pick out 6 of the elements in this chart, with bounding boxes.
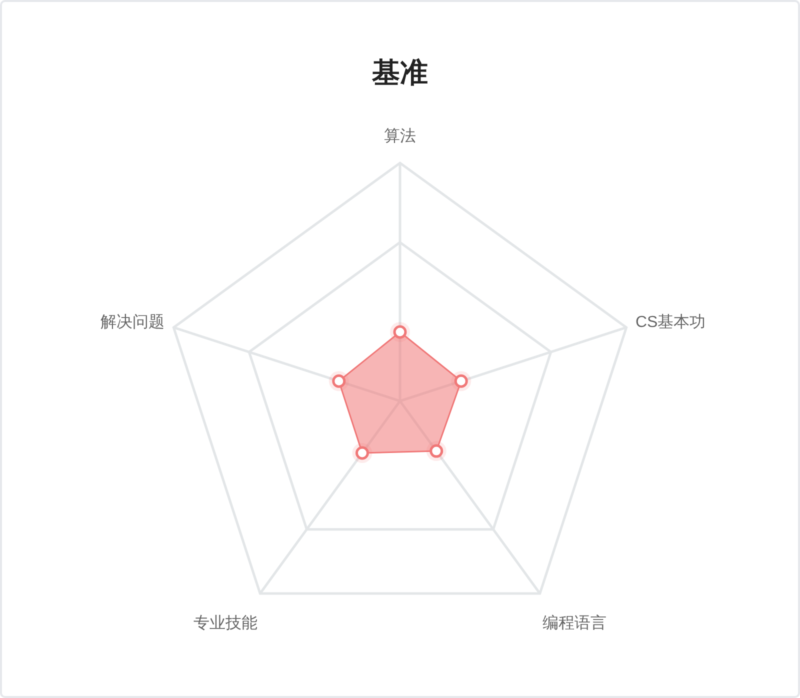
spoke-label: 编程语言 — [542, 614, 606, 632]
spoke-label: 算法 — [384, 127, 416, 145]
chart-title: 基准 — [371, 57, 428, 88]
spoke-label: 专业技能 — [194, 614, 258, 632]
spoke-label: CS基本功 — [635, 312, 706, 331]
spoke-label: 解决问题 — [100, 312, 165, 331]
